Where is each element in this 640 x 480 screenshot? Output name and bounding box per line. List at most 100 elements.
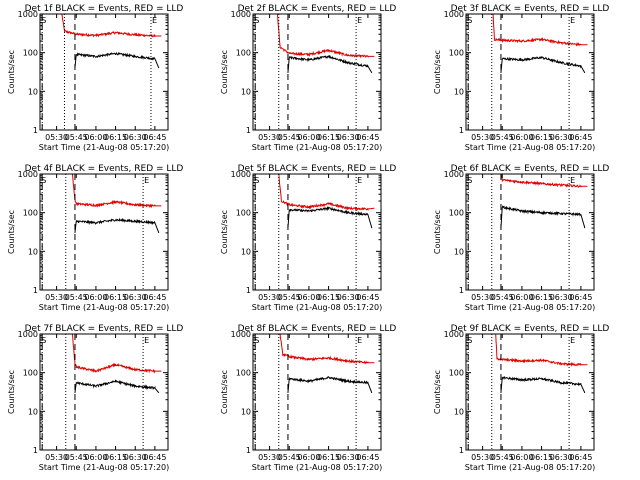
y-axis-label: Counts/sec (7, 370, 16, 414)
plot-frame (252, 13, 382, 131)
marker-label: E (357, 16, 362, 25)
marker-label: E (152, 16, 157, 25)
y-tick-label: 10 (241, 407, 251, 416)
x-axis-label: Start Time (21-Aug-08 05:17:20) (39, 463, 170, 472)
x-tick-label: 06:00 (84, 453, 107, 462)
y-tick-label: 1000 (444, 170, 464, 179)
y-tick-label: 1 (459, 446, 464, 455)
x-tick-label: 06:00 (84, 293, 107, 302)
y-tick-label: 1000 (18, 10, 38, 19)
panel-6: Det 6f BLACK = Events, RED = LLD S E 1 10 100… (433, 164, 609, 312)
panel-1: Det 1f BLACK = Events, RED = LLD S E 1 10 100… (7, 4, 183, 152)
y-tick-label: 10 (28, 247, 38, 256)
y-tick-label: 1 (246, 126, 251, 135)
x-axis-label: Start Time (21-Aug-08 05:17:20) (465, 143, 596, 152)
y-tick-label: 1000 (231, 170, 251, 179)
x-tick-label: 06:15 (530, 293, 553, 302)
x-tick-label: 05:45 (278, 453, 301, 462)
plot-frame (465, 333, 595, 451)
x-tick-label: 06:15 (317, 453, 340, 462)
x-tick-label: 06:00 (510, 293, 533, 302)
x-tick-label: 06:00 (297, 453, 320, 462)
y-tick-label: 10 (454, 407, 464, 416)
x-tick-label: 06:30 (337, 453, 360, 462)
y-tick-label: 100 (23, 369, 38, 378)
x-tick-label: 06:00 (84, 133, 107, 142)
x-axis-label: Start Time (21-Aug-08 05:17:20) (252, 463, 383, 472)
y-tick-label: 100 (449, 209, 464, 218)
panel-title: Det 2f BLACK = Events, RED = LLD (238, 4, 397, 14)
y-tick-label: 10 (454, 87, 464, 96)
x-axis-label: Start Time (21-Aug-08 05:17:20) (252, 303, 383, 312)
y-tick-label: 100 (236, 209, 251, 218)
y-tick-label: 1000 (18, 170, 38, 179)
y-tick-label: 1000 (231, 330, 251, 339)
x-tick-label: 06:30 (550, 293, 573, 302)
panel-title: Det 6f BLACK = Events, RED = LLD (451, 164, 610, 174)
panel-title: Det 8f BLACK = Events, RED = LLD (238, 324, 397, 334)
y-axis-label: Counts/sec (7, 50, 16, 94)
x-tick-label: 06:45 (356, 133, 379, 142)
x-tick-label: 06:15 (317, 293, 340, 302)
x-tick-label: 05:30 (45, 453, 68, 462)
x-tick-label: 06:45 (143, 133, 166, 142)
y-tick-label: 100 (449, 49, 464, 58)
y-tick-label: 10 (454, 247, 464, 256)
marker-label: E (570, 336, 575, 345)
x-tick-label: 05:30 (471, 133, 494, 142)
marker-label: S (41, 336, 46, 345)
x-tick-label: 06:45 (143, 293, 166, 302)
plot-frame (465, 13, 595, 131)
x-tick-label: 06:30 (337, 133, 360, 142)
series-events (500, 205, 586, 229)
x-tick-label: 06:45 (569, 133, 592, 142)
x-axis-label: Start Time (21-Aug-08 05:17:20) (465, 463, 596, 472)
x-tick-label: 06:45 (569, 453, 592, 462)
plot-frame (252, 173, 382, 291)
y-tick-label: 1 (246, 286, 251, 295)
x-tick-label: 06:15 (530, 133, 553, 142)
y-tick-label: 1000 (18, 330, 38, 339)
x-tick-label: 06:15 (104, 133, 127, 142)
x-tick-label: 06:30 (124, 133, 147, 142)
x-tick-label: 05:45 (491, 293, 514, 302)
x-axis-label: Start Time (21-Aug-08 05:17:20) (465, 303, 596, 312)
x-tick-label: 06:00 (510, 133, 533, 142)
y-tick-label: 10 (28, 87, 38, 96)
panel-8: Det 8f BLACK = Events, RED = LLD S E 1 10 100… (220, 324, 396, 472)
marker-label: S (467, 336, 472, 345)
y-tick-label: 100 (236, 369, 251, 378)
y-tick-label: 10 (28, 407, 38, 416)
plot-frame (465, 173, 595, 291)
series-events (74, 217, 160, 234)
y-tick-label: 100 (23, 209, 38, 218)
series-events (287, 376, 373, 394)
series-events (500, 376, 586, 394)
panel-title: Det 5f BLACK = Events, RED = LLD (238, 164, 397, 174)
panel-title: Det 3f BLACK = Events, RED = LLD (451, 4, 610, 14)
y-tick-label: 1000 (444, 330, 464, 339)
y-axis-label: Counts/sec (433, 370, 442, 414)
y-tick-label: 10 (241, 87, 251, 96)
series-events (74, 51, 160, 69)
x-tick-label: 06:00 (297, 133, 320, 142)
x-tick-label: 06:45 (569, 293, 592, 302)
x-tick-label: 06:15 (530, 453, 553, 462)
plot-frame (39, 173, 169, 291)
y-tick-label: 1000 (231, 10, 251, 19)
marker-label: S (254, 176, 259, 185)
x-tick-label: 05:45 (65, 133, 88, 142)
x-tick-label: 06:15 (317, 133, 340, 142)
x-tick-label: 06:30 (124, 293, 147, 302)
x-tick-label: 05:30 (45, 293, 68, 302)
panel-title: Det 1f BLACK = Events, RED = LLD (25, 4, 184, 14)
y-axis-label: Counts/sec (433, 50, 442, 94)
marker-label: S (467, 176, 472, 185)
x-tick-label: 05:45 (278, 293, 301, 302)
y-tick-label: 100 (449, 369, 464, 378)
y-tick-label: 10 (241, 247, 251, 256)
x-tick-label: 06:30 (550, 453, 573, 462)
x-tick-label: 05:45 (65, 293, 88, 302)
marker-label: E (570, 16, 575, 25)
y-tick-label: 1 (33, 446, 38, 455)
